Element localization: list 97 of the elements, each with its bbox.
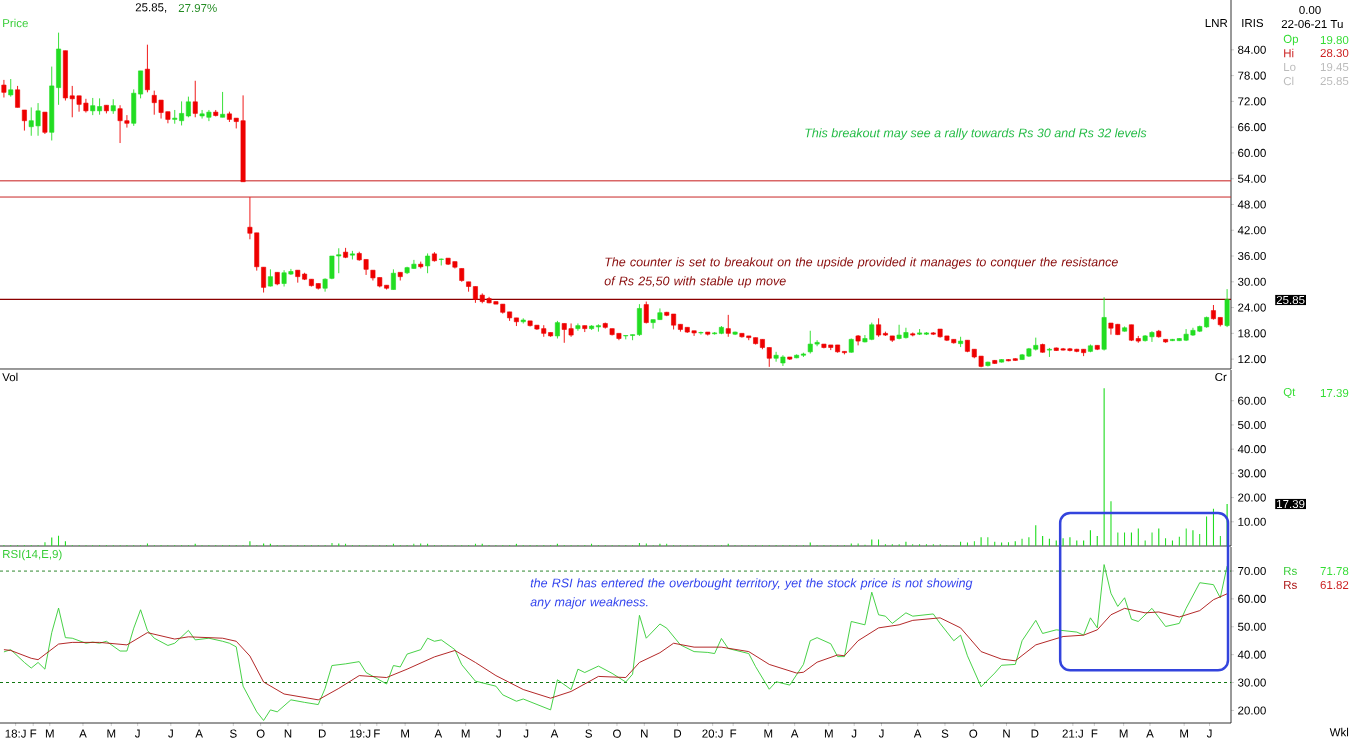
y-tick-label: 60.00 xyxy=(1238,148,1266,157)
y-tick-label: 30.00 xyxy=(1237,469,1266,478)
x-tick-label: F xyxy=(374,729,380,738)
x-tick-label: M xyxy=(1180,729,1188,738)
x-tick-label: J xyxy=(496,729,501,738)
x-tick-label: 20:J xyxy=(702,729,723,738)
text: 25.85 xyxy=(1320,76,1349,86)
annotation: 27.97% xyxy=(178,3,217,13)
x-tick-label: S xyxy=(585,729,592,738)
x-tick-label: D xyxy=(318,729,326,738)
y-tick-label: 78.00 xyxy=(1238,71,1266,80)
x-tick-label: S xyxy=(230,729,237,738)
y-tick-label: 40.00 xyxy=(1237,445,1266,454)
y-tick-label: 12.00 xyxy=(1238,355,1266,364)
y-tick-label: 10.00 xyxy=(1238,517,1266,526)
x-tick-label: F xyxy=(30,729,37,738)
x-tick-label: M xyxy=(461,729,470,738)
y-tick-label: 72.00 xyxy=(1238,97,1266,106)
text: 61.82 xyxy=(1320,580,1349,590)
x-tick-label: O xyxy=(969,729,978,738)
x-tick-label: S xyxy=(941,729,949,738)
annotation: 25.85, xyxy=(135,3,167,13)
x-tick-label: A xyxy=(195,729,203,738)
y-tick-label: 40.00 xyxy=(1237,650,1266,659)
text: 17.39 xyxy=(1277,499,1305,509)
y-tick-label: 54.00 xyxy=(1238,174,1266,183)
x-tick-label: O xyxy=(256,729,265,738)
x-tick-label: 19:J xyxy=(350,729,371,738)
x-tick-label: M xyxy=(1119,729,1128,738)
x-tick-label: F xyxy=(730,729,737,738)
x-tick-label: J xyxy=(1206,729,1212,738)
text: Wkl xyxy=(1329,727,1349,737)
x-tick-label: A xyxy=(790,729,799,738)
x-tick-label: N xyxy=(641,729,648,738)
text: 71.78 xyxy=(1320,566,1349,576)
x-tick-label: J xyxy=(851,729,857,738)
chart-title: RSI(14,E,9) xyxy=(3,549,62,561)
x-tick-label: J xyxy=(523,729,529,738)
x-tick-label: N xyxy=(1003,729,1010,738)
x-tick-label: D xyxy=(1031,729,1039,738)
y-tick-label: 60.00 xyxy=(1238,396,1266,405)
y-axis-title: Cr xyxy=(1215,372,1227,382)
y-tick-label: 42.00 xyxy=(1237,226,1266,235)
text: Hi xyxy=(1284,48,1294,58)
text: 17.39 xyxy=(1320,388,1349,398)
y-tick-label: 50.00 xyxy=(1238,420,1266,430)
annotation: This breakout may see a rally towards Rs 30 and Rs 32 levels xyxy=(805,128,1147,140)
x-tick-label: F xyxy=(1091,729,1098,738)
x-tick-label: O xyxy=(613,729,621,738)
x-tick-label: M xyxy=(824,729,833,738)
x-tick-label: M xyxy=(107,729,116,738)
text: 0.00 xyxy=(1299,5,1321,15)
x-tick-label: 21:J xyxy=(1062,729,1083,738)
annotation: LNR xyxy=(1205,19,1228,27)
text: 25.85 xyxy=(1276,295,1305,305)
text: Op xyxy=(1283,34,1299,46)
text: 28.30 xyxy=(1320,48,1349,58)
x-tick-label: J xyxy=(878,729,884,738)
x-tick-label: A xyxy=(434,729,443,738)
y-tick-label: 30.00 xyxy=(1237,277,1266,286)
x-tick-label: A xyxy=(913,729,922,738)
y-tick-label: 24.00 xyxy=(1238,303,1266,312)
y-tick-label: 20.00 xyxy=(1238,493,1266,502)
x-tick-label: 18:J xyxy=(5,729,26,738)
y-tick-label: 36.00 xyxy=(1237,251,1266,261)
x-tick-label: A xyxy=(79,729,87,738)
text: Rs xyxy=(1284,566,1297,576)
x-tick-label: N xyxy=(284,729,292,738)
text: Cl xyxy=(1283,76,1294,86)
x-tick-label: M xyxy=(45,729,54,738)
x-tick-label: A xyxy=(550,729,559,738)
y-tick-label: 18.00 xyxy=(1238,329,1266,338)
text: IRIS xyxy=(1242,18,1264,28)
y-tick-label: 70.00 xyxy=(1238,566,1266,576)
y-tick-label: 84.00 xyxy=(1238,45,1266,54)
annotation: the RSI has entered the overbought territory, yet the stock price is not showing any major weakness. xyxy=(530,578,973,609)
text: Qt xyxy=(1283,387,1296,399)
text: 19.80 xyxy=(1320,35,1349,45)
text: Rs xyxy=(1284,580,1297,590)
x-tick-label: D xyxy=(674,729,682,738)
x-tick-label: M xyxy=(764,729,773,738)
x-tick-label: A xyxy=(1146,729,1154,738)
y-tick-label: 30.00 xyxy=(1237,678,1266,687)
y-tick-label: 20.00 xyxy=(1238,706,1266,715)
annotation: The counter is set to breakout on the upside provided it manages to conquer the resistance of Rs 25,50 with stable up move xyxy=(604,257,1118,288)
y-tick-label: 50.00 xyxy=(1238,622,1266,631)
text: 22-06-21 Tu xyxy=(1281,19,1343,29)
y-tick-label: 48.00 xyxy=(1237,200,1266,209)
y-tick-label: 66.00 xyxy=(1238,123,1266,132)
text: Price xyxy=(3,18,28,28)
chart-title: Vol xyxy=(2,372,18,382)
x-tick-label: M xyxy=(401,729,409,738)
text: 19.45 xyxy=(1320,62,1349,72)
text: Lo xyxy=(1284,62,1296,72)
y-tick-label: 60.00 xyxy=(1238,594,1266,603)
x-tick-label: J xyxy=(168,729,173,738)
x-tick-label: J xyxy=(134,729,140,738)
